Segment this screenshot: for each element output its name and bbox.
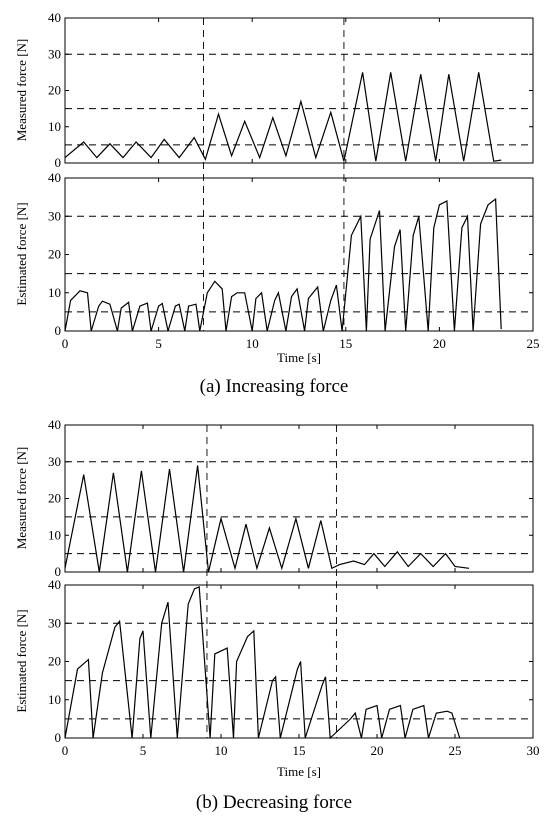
figure-b-caption: (b) Decreasing force bbox=[196, 792, 352, 813]
panel-b-measured-ytick-label: 0 bbox=[55, 564, 62, 579]
panel-b-estimated-ytick-label: 10 bbox=[48, 692, 61, 707]
panel-b-estimated-series-line bbox=[64, 586, 461, 740]
panel-b-measured-ytick-label: 30 bbox=[48, 454, 61, 469]
panel-a-estimated-ticks: 0 10 20 30 40 bbox=[48, 170, 534, 338]
panel-a-measured-ylabel: Measured force [N] bbox=[14, 39, 29, 142]
panel-a-measured-frame bbox=[64, 17, 534, 164]
panel-a-measured-ytick-label: 30 bbox=[48, 46, 61, 61]
panel-b-measured-frame bbox=[64, 424, 534, 573]
figure-b-xtick-label: 20 bbox=[371, 743, 384, 758]
panel-b-estimated-ytick-label: 0 bbox=[55, 730, 62, 745]
figure-b-xlabel: Time [s] bbox=[277, 764, 321, 779]
panel-a-estimated-grid bbox=[65, 215, 533, 313]
panel-a-measured: 0 10 20 30 40 Measured force [N] bbox=[14, 10, 534, 170]
figure-a-xtick-label: 25 bbox=[527, 336, 540, 351]
panel-a-estimated-ylabel: Estimated force [N] bbox=[14, 202, 29, 305]
panel-a-estimated-ytick-label: 0 bbox=[55, 323, 62, 338]
panel-a-estimated-frame bbox=[64, 177, 534, 332]
panel-b-estimated-ytick-label: 40 bbox=[48, 577, 61, 592]
panel-b-measured-ticks: 0 10 20 30 40 bbox=[48, 417, 534, 579]
panel-b-estimated-ylabel: Estimated force [N] bbox=[14, 609, 29, 712]
figure-a-xtick-label: 0 bbox=[62, 336, 69, 351]
panel-a-measured-ytick-label: 0 bbox=[55, 155, 62, 170]
panel-a-measured-series-line bbox=[64, 72, 502, 162]
panel-b-measured-ylabel: Measured force [N] bbox=[14, 447, 29, 550]
panel-b-estimated-ytick-label: 30 bbox=[48, 615, 61, 630]
figure-a-caption: (a) Increasing force bbox=[200, 376, 349, 397]
figure-b-xtick-label: 5 bbox=[140, 743, 147, 758]
panel-a-measured-ytick-label: 40 bbox=[48, 10, 61, 25]
panel-a-measured-ytick-label: 10 bbox=[48, 119, 61, 134]
figure-a-xlabel: Time [s] bbox=[277, 350, 321, 365]
panel-a-estimated-series-line bbox=[64, 197, 502, 332]
panel-a-measured-grid bbox=[65, 53, 533, 146]
panel-b-estimated-ytick-label: 20 bbox=[48, 654, 61, 669]
panel-a-measured-ytick-label: 20 bbox=[48, 83, 61, 98]
panel-a-estimated-ytick-label: 20 bbox=[48, 247, 61, 262]
panel-a-estimated-ytick-label: 10 bbox=[48, 285, 61, 300]
panel-a-estimated-ytick-label: 40 bbox=[48, 170, 61, 185]
figure-a-vlines bbox=[203, 18, 345, 331]
figure-b: 0 10 20 30 40 Measured force [N] 0 10 20 30 40 E… bbox=[14, 417, 540, 813]
figure-b-xticks: 0 5 10 15 20 25 30 bbox=[62, 743, 540, 758]
panel-b-measured-grid bbox=[65, 461, 533, 555]
figure-b-xtick-label: 10 bbox=[215, 743, 228, 758]
figure-a-xtick-label: 20 bbox=[433, 336, 446, 351]
panel-b-estimated: 0 10 20 30 40 Estimated force [N] bbox=[14, 577, 534, 745]
panel-a-estimated: 0 10 20 30 40 Estimated force [N] bbox=[14, 170, 534, 338]
figure-b-xtick-label: 0 bbox=[62, 743, 69, 758]
panel-b-estimated-ticks: 0 10 20 30 40 bbox=[48, 577, 534, 745]
panel-b-measured-series-line bbox=[64, 465, 470, 573]
figure-b-vlines bbox=[206, 425, 337, 738]
panel-b-measured-ytick-label: 40 bbox=[48, 417, 61, 432]
panel-a-estimated-ytick-label: 30 bbox=[48, 208, 61, 223]
panel-b-measured-ytick-label: 10 bbox=[48, 527, 61, 542]
panel-b-estimated-frame bbox=[64, 584, 534, 739]
figure-b-xtick-label: 30 bbox=[527, 743, 540, 758]
figure-a-xtick-label: 5 bbox=[155, 336, 162, 351]
panel-b-estimated-grid bbox=[65, 622, 533, 720]
figure-a-xticks: 0 5 10 15 20 25 bbox=[62, 336, 540, 351]
figure-b-xtick-label: 25 bbox=[449, 743, 462, 758]
panel-a-measured-ticks: 0 10 20 30 40 bbox=[48, 10, 534, 170]
panel-b-measured: 0 10 20 30 40 Measured force [N] bbox=[14, 417, 534, 579]
figure-a: 0 10 20 30 40 Measured force [N] 0 10 20 30 40 E… bbox=[14, 10, 540, 397]
figure-a-xtick-label: 15 bbox=[339, 336, 352, 351]
figure-b-xtick-label: 15 bbox=[293, 743, 306, 758]
panel-b-measured-ytick-label: 20 bbox=[48, 491, 61, 506]
figure-a-xtick-label: 10 bbox=[246, 336, 259, 351]
